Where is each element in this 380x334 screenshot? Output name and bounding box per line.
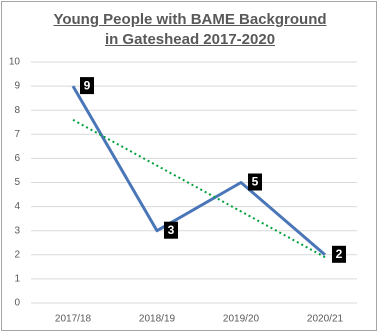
data-label: 2 [336, 247, 343, 261]
chart-title: Young People with BAME Background in Gat… [53, 11, 327, 48]
x-tick-label: 2019/20 [223, 314, 260, 325]
y-tick-label: 0 [14, 298, 20, 309]
trendline [72, 118, 326, 259]
x-tick-label: 2017/18 [55, 314, 92, 325]
data-label-box [248, 173, 262, 191]
y-tick-label: 10 [9, 57, 21, 68]
y-tick-label: 2 [14, 249, 20, 260]
y-tick-label: 4 [14, 201, 20, 212]
y-tick-label: 5 [14, 177, 20, 188]
data-label: 9 [84, 78, 91, 92]
y-tick-label: 8 [14, 105, 20, 116]
y-tick-label: 6 [14, 153, 20, 164]
x-tick-label: 2020/21 [307, 314, 344, 325]
y-tick-label: 3 [14, 225, 20, 236]
data-label-box [332, 245, 346, 263]
y-tick-label: 1 [14, 274, 20, 285]
y-tick-label: 9 [14, 81, 20, 92]
data-label: 3 [168, 223, 175, 237]
data-label-box [80, 77, 94, 95]
y-tick-label: 7 [14, 129, 20, 140]
data-label: 5 [252, 175, 259, 189]
data-line [71, 85, 326, 256]
chart-frame [1, 1, 377, 331]
x-tick-label: 2018/19 [139, 314, 176, 325]
data-label-box [164, 221, 178, 239]
